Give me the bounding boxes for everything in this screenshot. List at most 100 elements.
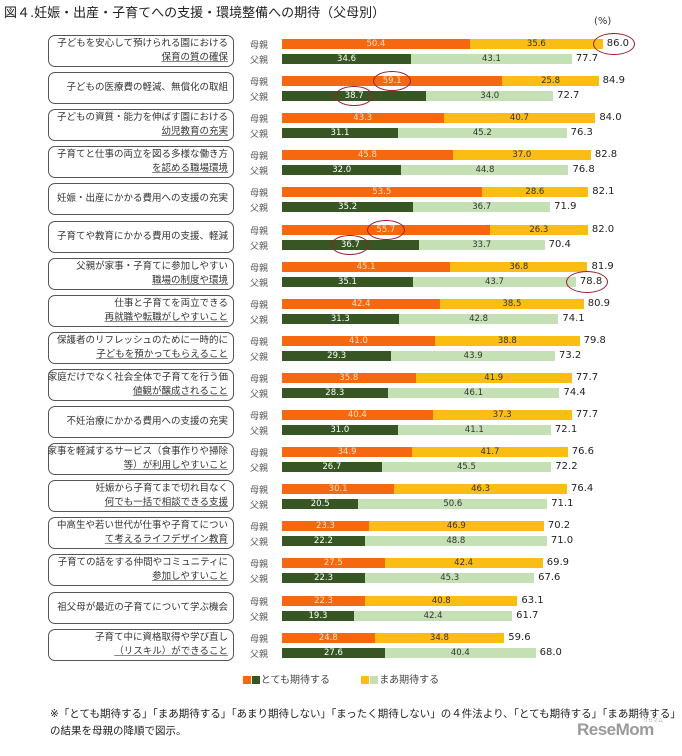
mother-somewhat-segment: 46.3 bbox=[394, 484, 567, 495]
category-label-box: 子育て中に資格取得や学び直し （リスキル）ができること bbox=[48, 628, 234, 661]
father-total-label: 76.3 bbox=[570, 127, 593, 139]
mother-label: 母親 bbox=[250, 189, 269, 200]
father-total-label: 76.8 bbox=[572, 164, 595, 176]
category-label-line: 値観が醸成されること bbox=[132, 385, 228, 397]
category-row: 父親が家事・子育てに参加しやすい 職場の制度や環境 母親 45.1 36.8 81.9 父親… bbox=[0, 257, 682, 294]
mother-label: 母親 bbox=[250, 115, 269, 126]
category-label-line: 幼児教育の充実 bbox=[161, 126, 228, 138]
category-label-box: 中高生や若い世代が仕事や子育てについ て考えるライフデザイン教育 bbox=[48, 517, 234, 550]
category-row: 子育ての話をする仲間やコミュニティに 参加しやすいこと 母親 27.5 42.4 69.9… bbox=[0, 553, 682, 590]
mother-label: 母親 bbox=[250, 560, 269, 571]
category-label-box: 子どもの資質・能力を伸ばす園における幼児教育の充実 bbox=[48, 109, 234, 142]
father-total-label: 67.6 bbox=[538, 572, 561, 584]
category-label-box: 仕事と子育てを両立できる 再就職や転職がしやすいこと bbox=[48, 294, 234, 327]
category-label-box: 子どもの医療費の軽減、無償化の取組 bbox=[48, 72, 234, 105]
father-very-segment: 28.3 bbox=[282, 387, 388, 398]
category-label-box: 子育ての話をする仲間やコミュニティに 参加しやすいこと bbox=[48, 554, 234, 587]
father-label: 父親 bbox=[250, 649, 269, 660]
father-label: 父親 bbox=[250, 278, 269, 289]
category-label-line: 子育てや教育にかかる費用の支援、軽減 bbox=[56, 230, 228, 242]
father-label: 父親 bbox=[250, 56, 269, 66]
mother-very-segment: 22.3 bbox=[282, 595, 366, 606]
mother-total-label: 80.9 bbox=[587, 297, 611, 309]
father-total-label: 73.2 bbox=[559, 349, 582, 361]
category-label-line: 妊娠・出産にかかる費用への支援の充実 bbox=[56, 193, 228, 205]
father-very-highlight-circle bbox=[335, 86, 374, 107]
father-somewhat-segment: 43.1 bbox=[411, 54, 572, 64]
category-label-box: 子どもを安心して預けられる園における 保育の質の確保 bbox=[48, 35, 234, 67]
category-row: 妊娠から子育てまで切れ目なく 何でも一括で相談できる支援 母親 30.1 46.3 76.… bbox=[0, 479, 682, 516]
category-label-line: 職場の制度や環境 bbox=[151, 274, 228, 286]
mother-somewhat-segment: 28.6 bbox=[481, 187, 589, 198]
mother-somewhat-segment: 38.5 bbox=[440, 298, 584, 309]
mother-somewhat-segment: 26.3 bbox=[489, 224, 588, 235]
legend-item-somewhat: まあ期待する bbox=[361, 675, 439, 686]
resemom-logo: ReseMom bbox=[577, 720, 654, 739]
father-total-label: 74.1 bbox=[562, 312, 585, 324]
category-label-line: 子どもを預かってもらえること bbox=[96, 348, 228, 360]
category-label-line: 不妊治療にかかる費用への支援の充実 bbox=[66, 416, 228, 427]
mother-total-label: 82.1 bbox=[592, 186, 615, 198]
father-somewhat-segment: 45.5 bbox=[381, 462, 552, 473]
category-label-box: 保護者のリフレッシュのために一時的に 子どもを預かってもらえること bbox=[48, 331, 234, 364]
father-somewhat-segment: 42.8 bbox=[398, 313, 559, 324]
legend-swatch-father-very bbox=[251, 676, 260, 684]
father-very-segment: 29.3 bbox=[282, 350, 392, 361]
mother-label: 母親 bbox=[250, 374, 269, 385]
father-total-label: 61.7 bbox=[516, 609, 539, 621]
category-label-box: 子育てと仕事の両立を図る多様な働き方を認める職場環境 bbox=[48, 146, 234, 179]
category-label-box: 家事を軽減するサービス（食事作りや掃除等）が利用しやすいこと bbox=[47, 443, 234, 476]
father-somewhat-segment: 50.6 bbox=[358, 499, 548, 510]
mother-total-label: 77.7 bbox=[575, 371, 599, 383]
category-label-box: 父親が家事・子育てに参加しやすい職場の制度や環境 bbox=[48, 257, 234, 290]
footnote: ※「とても期待する」「まあ期待する」「あまり期待しない」「まったく期待しない」の… bbox=[50, 708, 676, 737]
mother-total-highlight-circle bbox=[592, 33, 635, 55]
father-very-segment: 34.6 bbox=[282, 54, 412, 64]
category-row: 子どもを安心して預けられる園における 保育の質の確保 母親 50.4 35.6 86.0 父… bbox=[0, 33, 682, 71]
father-total-highlight-circle bbox=[565, 270, 608, 293]
father-very-segment: 35.2 bbox=[282, 202, 414, 213]
category-label-line: 子育てと仕事の両立を図る多様な働き方 bbox=[56, 149, 228, 161]
mother-total-label: 76.6 bbox=[571, 446, 594, 458]
mother-very-segment: 45.8 bbox=[282, 150, 453, 161]
mother-total-label: 63.1 bbox=[521, 594, 544, 606]
mother-total-label: 70.2 bbox=[547, 520, 571, 532]
father-total-label: 71.9 bbox=[554, 201, 577, 213]
father-somewhat-segment: 48.8 bbox=[364, 536, 547, 547]
father-somewhat-segment: 46.1 bbox=[387, 387, 560, 398]
father-somewhat-segment: 43.9 bbox=[391, 350, 556, 361]
category-label-line: 家事を軽減するサービス（食事作りや掃除 bbox=[47, 446, 228, 458]
mother-label: 母親 bbox=[250, 337, 269, 348]
category-label-line: 子どもの医療費の軽減、無償化の取組 bbox=[66, 82, 228, 94]
mother-somewhat-segment: 40.8 bbox=[365, 595, 518, 606]
category-label-line: 子どもの資質・能力を伸ばす園における bbox=[56, 112, 228, 124]
legend-swatch-mother-somewhat bbox=[361, 676, 370, 684]
mother-somewhat-segment: 46.9 bbox=[368, 521, 544, 532]
mother-very-segment: 45.1 bbox=[282, 261, 451, 272]
father-label: 父親 bbox=[250, 427, 269, 437]
category-label-line: 保育の質の確保 bbox=[161, 52, 228, 63]
father-total-label: 70.4 bbox=[548, 238, 571, 250]
father-somewhat-segment: 45.3 bbox=[365, 573, 535, 584]
father-label: 父親 bbox=[250, 167, 269, 178]
category-row: 子育てや教育にかかる費用の支援、軽減 母親 55.7 26.3 82.0 父親 36.7 33… bbox=[0, 219, 682, 257]
category-label-line: 父親が家事・子育てに参加しやすい bbox=[76, 260, 228, 272]
category-label-line: 等）が利用しやすいこと bbox=[123, 460, 228, 472]
category-label-box: 不妊治療にかかる費用への支援の充実 bbox=[48, 406, 234, 438]
father-label: 父親 bbox=[250, 241, 269, 252]
mother-total-label: 79.8 bbox=[583, 334, 606, 346]
father-total-label: 71.0 bbox=[550, 535, 574, 547]
category-label-line: を認める職場環境 bbox=[151, 163, 228, 175]
mother-somewhat-segment: 36.8 bbox=[450, 261, 588, 272]
father-label: 父親 bbox=[250, 501, 269, 512]
legend-item-very: とても期待する bbox=[242, 675, 333, 686]
mother-total-label: 81.9 bbox=[591, 260, 614, 272]
father-label: 父親 bbox=[250, 352, 269, 363]
father-somewhat-segment: 34.0 bbox=[426, 91, 554, 102]
category-row: 子育て中に資格取得や学び直し （リスキル）ができること 母親 24.8 34.8 59.6… bbox=[0, 628, 682, 665]
mother-very-segment: 42.4 bbox=[282, 298, 441, 309]
resemom-logo-sub: リセマム bbox=[643, 718, 664, 724]
mother-very-segment: 40.4 bbox=[282, 410, 433, 420]
category-label-line: 妊娠から子育てまで切れ目なく bbox=[95, 483, 228, 495]
father-total-label: 77.7 bbox=[575, 53, 599, 64]
